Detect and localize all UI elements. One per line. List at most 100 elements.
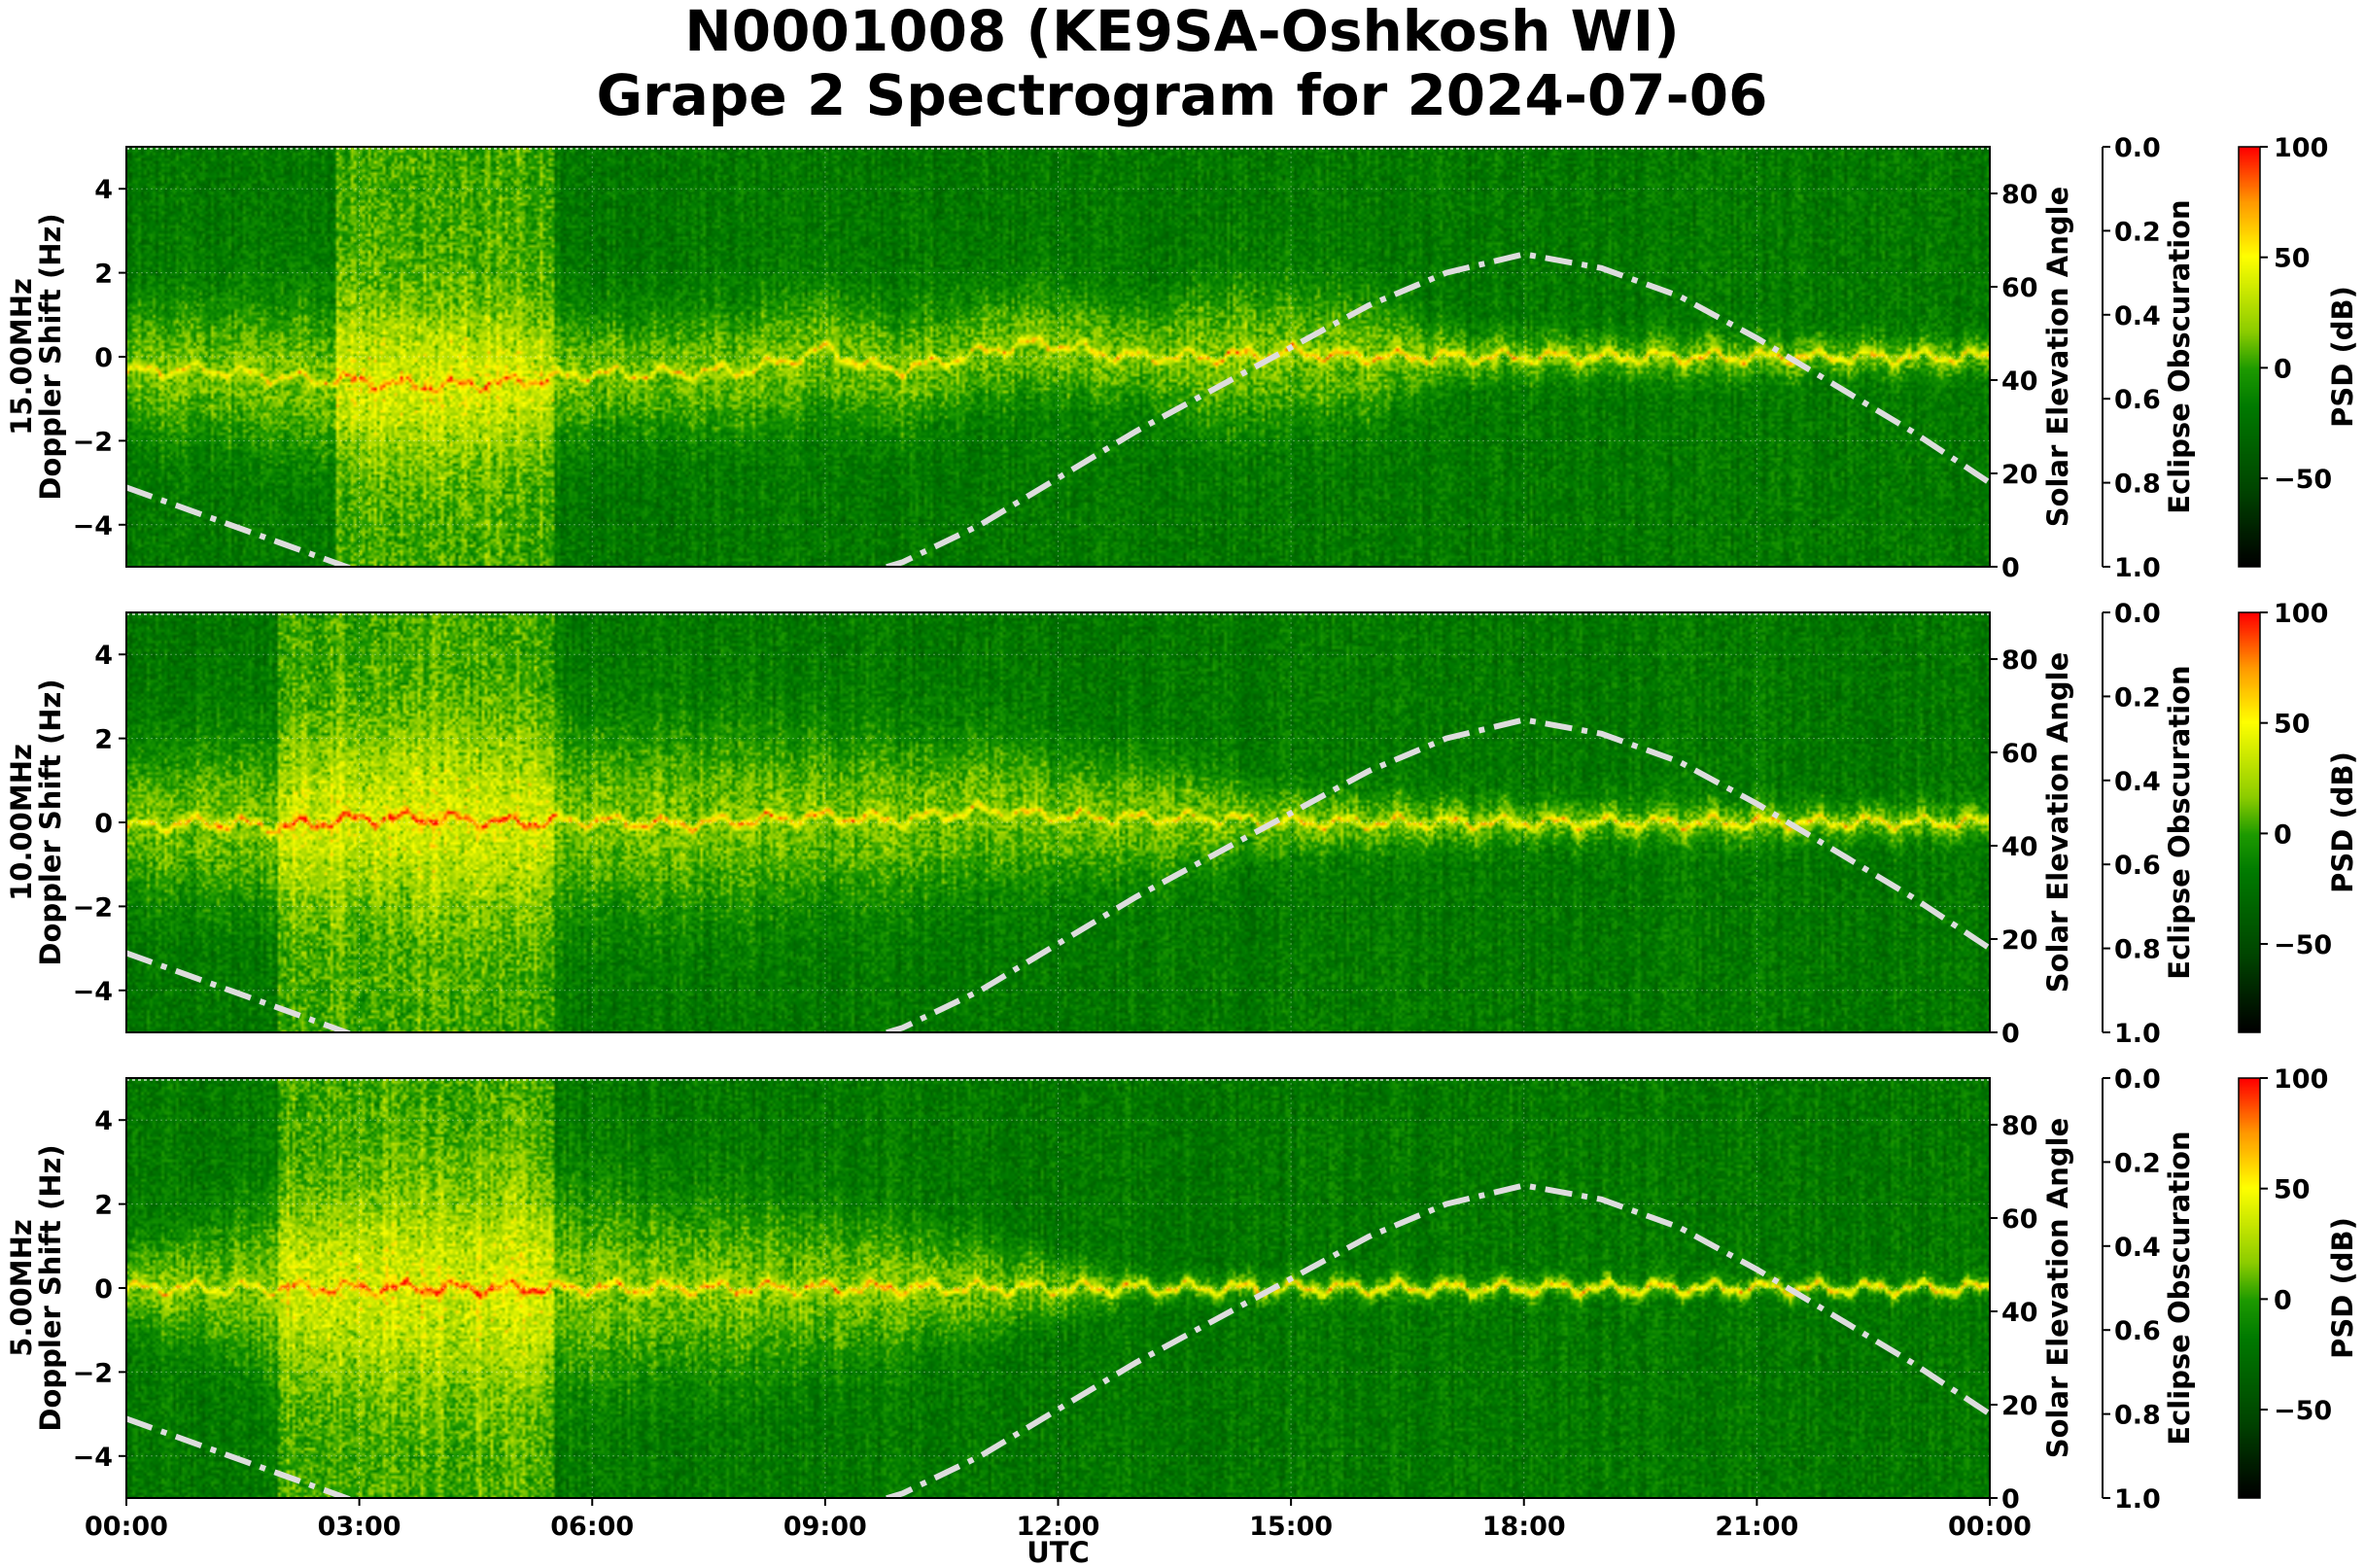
colorbar-tick-label-2-1: 50 bbox=[2274, 1175, 2311, 1205]
y-tick-label-1-4: −4 bbox=[73, 977, 113, 1007]
colorbar-tick-label-0-0: 100 bbox=[2274, 133, 2328, 163]
colorbar-label-1: PSD (dB) bbox=[2326, 751, 2359, 893]
eclipse-tick-label-1-1: 0.2 bbox=[2114, 682, 2161, 713]
eclipse-tick-label-2-2: 0.4 bbox=[2114, 1233, 2161, 1263]
solar-tick-label-0-4: 0 bbox=[2001, 553, 2020, 583]
solar-tick-label-2-3: 20 bbox=[2001, 1391, 2038, 1421]
colorbar-tick-label-2-3: −50 bbox=[2274, 1396, 2332, 1426]
chart-title-line-1: N0001008 (KE9SA-Oshkosh WI) bbox=[684, 0, 1679, 64]
solar-tick-label-2-0: 80 bbox=[2001, 1111, 2038, 1141]
y-tick-label-0-1: 2 bbox=[94, 260, 113, 290]
solar-tick-label-1-4: 0 bbox=[2001, 1019, 2020, 1049]
colorbar-image-1 bbox=[2239, 612, 2260, 1032]
frequency-label-1: 10.00MHz bbox=[5, 744, 38, 901]
eclipse-tick-label-1-3: 0.6 bbox=[2114, 851, 2161, 881]
eclipse-tick-label-0-3: 0.6 bbox=[2114, 385, 2161, 415]
doppler-axis-label-2: Doppler Shift (Hz) bbox=[34, 1144, 67, 1431]
spectrogram-image-0 bbox=[126, 147, 1990, 567]
eclipse-tick-label-2-1: 0.2 bbox=[2114, 1148, 2161, 1178]
colorbar-tick-label-0-1: 50 bbox=[2274, 244, 2311, 274]
eclipse-tick-label-1-4: 0.8 bbox=[2114, 935, 2161, 965]
colorbar-tick-label-1-2: 0 bbox=[2274, 819, 2292, 850]
colorbar-label-0: PSD (dB) bbox=[2326, 286, 2359, 428]
chart-title-line-2: Grape 2 Spectrogram for 2024-07-06 bbox=[597, 62, 1768, 128]
eclipse-tick-label-0-2: 0.4 bbox=[2114, 301, 2161, 331]
eclipse-tick-label-0-1: 0.2 bbox=[2114, 217, 2161, 247]
x-tick-label-6: 18:00 bbox=[1482, 1512, 1566, 1542]
colorbar-tick-label-1-0: 100 bbox=[2274, 599, 2328, 629]
solar-tick-label-2-2: 40 bbox=[2001, 1298, 2038, 1328]
y-tick-label-1-3: −2 bbox=[73, 892, 113, 923]
solar-axis-label-2: Solar Elevation Angle bbox=[2041, 1118, 2074, 1459]
solar-tick-label-1-3: 20 bbox=[2001, 925, 2038, 956]
x-tick-label-2: 06:00 bbox=[550, 1512, 634, 1542]
eclipse-axis-label-2: Eclipse Obscuration bbox=[2163, 1131, 2196, 1445]
solar-elevation-curve-2 bbox=[126, 1182, 1990, 1498]
x-tick-label-1: 03:00 bbox=[318, 1512, 401, 1542]
solar-axis-label-0: Solar Elevation Angle bbox=[2041, 187, 2074, 528]
y-tick-label-0-2: 0 bbox=[94, 343, 113, 373]
solar-tick-label-0-3: 20 bbox=[2001, 460, 2038, 490]
y-tick-label-2-3: −2 bbox=[73, 1358, 113, 1388]
frequency-label-2: 5.00MHz bbox=[5, 1219, 38, 1357]
eclipse-tick-label-1-0: 0.0 bbox=[2114, 599, 2161, 629]
frequency-label-0: 15.00MHz bbox=[5, 278, 38, 436]
y-tick-label-1-2: 0 bbox=[94, 809, 113, 839]
y-tick-label-2-4: −4 bbox=[73, 1443, 113, 1473]
spectrogram-image-1 bbox=[126, 612, 1990, 1032]
colorbar-tick-label-2-0: 100 bbox=[2274, 1064, 2328, 1095]
y-tick-label-2-1: 2 bbox=[94, 1191, 113, 1221]
solar-elevation-curve-1 bbox=[126, 716, 1990, 1032]
colorbar-tick-label-0-2: 0 bbox=[2274, 354, 2292, 384]
y-tick-label-0-3: −2 bbox=[73, 427, 113, 457]
x-tick-label-5: 15:00 bbox=[1249, 1512, 1333, 1542]
eclipse-tick-label-2-3: 0.6 bbox=[2114, 1316, 2161, 1346]
solar-tick-label-0-1: 60 bbox=[2001, 273, 2038, 303]
x-tick-label-7: 21:00 bbox=[1715, 1512, 1798, 1542]
solar-tick-label-2-4: 0 bbox=[2001, 1484, 2020, 1515]
colorbar-tick-label-1-1: 50 bbox=[2274, 710, 2311, 740]
spectrogram-image-2 bbox=[126, 1078, 1990, 1498]
colorbar-tick-label-1-3: −50 bbox=[2274, 930, 2332, 960]
solar-elevation-curve-0 bbox=[126, 251, 1990, 567]
y-tick-label-2-0: 4 bbox=[94, 1106, 113, 1136]
solar-tick-label-1-2: 40 bbox=[2001, 832, 2038, 862]
y-tick-label-0-4: −4 bbox=[73, 511, 113, 541]
colorbar-tick-label-2-2: 0 bbox=[2274, 1285, 2292, 1315]
y-tick-label-0-0: 4 bbox=[94, 175, 113, 205]
solar-axis-label-1: Solar Elevation Angle bbox=[2041, 652, 2074, 993]
eclipse-tick-label-1-2: 0.4 bbox=[2114, 767, 2161, 797]
eclipse-tick-label-2-5: 1.0 bbox=[2114, 1484, 2161, 1515]
y-tick-label-2-2: 0 bbox=[94, 1274, 113, 1305]
eclipse-tick-label-1-5: 1.0 bbox=[2114, 1019, 2161, 1049]
x-axis-label: UTC bbox=[1026, 1536, 1090, 1568]
x-tick-label-4: 12:00 bbox=[1017, 1512, 1100, 1542]
x-tick-label-0: 00:00 bbox=[85, 1512, 168, 1542]
colorbar-image-2 bbox=[2239, 1078, 2260, 1498]
solar-tick-label-0-2: 40 bbox=[2001, 366, 2038, 397]
doppler-axis-label-0: Doppler Shift (Hz) bbox=[34, 213, 67, 500]
eclipse-tick-label-0-0: 0.0 bbox=[2114, 133, 2161, 163]
eclipse-tick-label-2-4: 0.8 bbox=[2114, 1401, 2161, 1431]
colorbar-image-0 bbox=[2239, 147, 2260, 567]
eclipse-tick-label-0-4: 0.8 bbox=[2114, 470, 2161, 500]
eclipse-tick-label-2-0: 0.0 bbox=[2114, 1064, 2161, 1095]
y-tick-label-1-1: 2 bbox=[94, 725, 113, 755]
eclipse-tick-label-0-5: 1.0 bbox=[2114, 553, 2161, 583]
colorbar-frame-2 bbox=[2238, 1077, 2261, 1499]
y-tick-label-1-0: 4 bbox=[94, 641, 113, 671]
x-tick-label-8: 00:00 bbox=[1948, 1512, 2032, 1542]
colorbar-frame-1 bbox=[2238, 611, 2261, 1033]
colorbar-frame-0 bbox=[2238, 146, 2261, 568]
eclipse-axis-label-1: Eclipse Obscuration bbox=[2163, 665, 2196, 979]
solar-tick-label-1-0: 80 bbox=[2001, 645, 2038, 676]
solar-tick-label-2-1: 60 bbox=[2001, 1204, 2038, 1235]
colorbar-tick-label-0-3: −50 bbox=[2274, 465, 2332, 495]
eclipse-axis-label-0: Eclipse Obscuration bbox=[2163, 199, 2196, 513]
doppler-axis-label-1: Doppler Shift (Hz) bbox=[34, 679, 67, 965]
solar-tick-label-1-1: 60 bbox=[2001, 739, 2038, 769]
